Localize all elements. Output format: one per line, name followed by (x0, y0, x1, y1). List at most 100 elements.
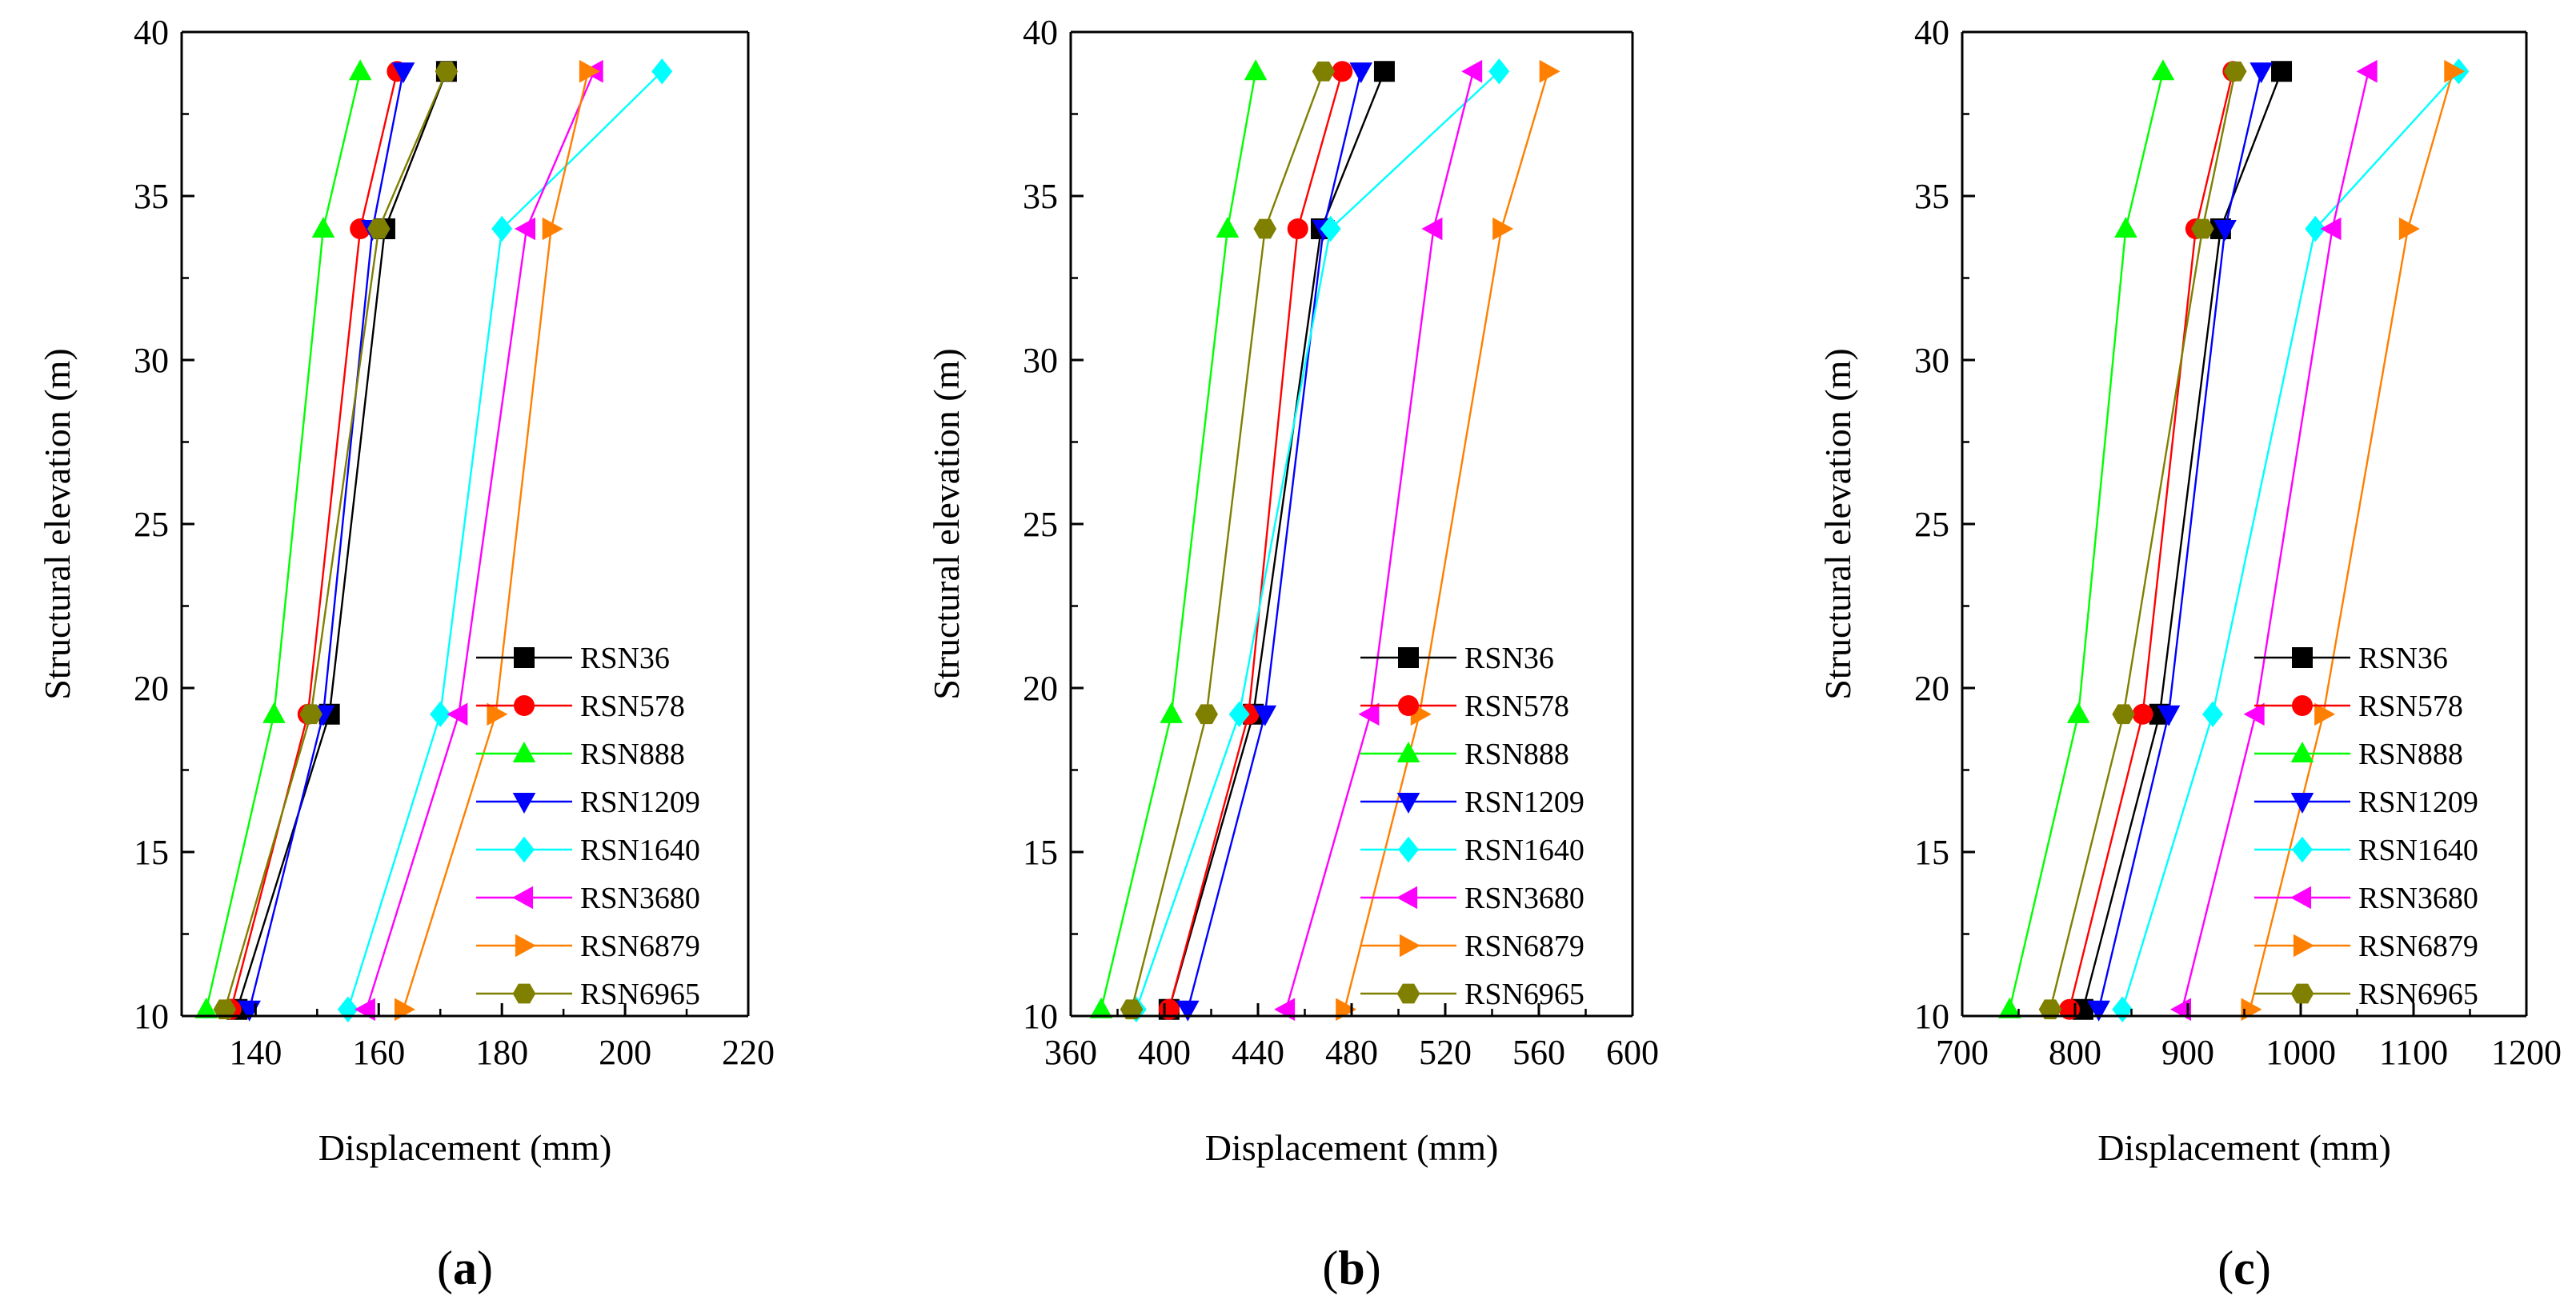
data-point-RSN3680-0 (1274, 998, 1296, 1022)
panel-label: (c) (2217, 1242, 2271, 1294)
legend-label: RSN3680 (1464, 882, 1584, 915)
data-point-RSN1209-0 (1176, 1000, 1200, 1022)
legend-item-RSN1640: RSN1640 (1360, 834, 1584, 867)
data-point-RSN6965-1 (299, 704, 323, 725)
data-point-RSN1640-2 (1320, 215, 1341, 242)
data-point-RSN3680-0 (354, 998, 375, 1022)
legend-item-RSN6965: RSN6965 (476, 978, 700, 1011)
y-tick-label: 15 (134, 833, 169, 872)
legend-marker (1396, 792, 1420, 814)
legend-item-RSN1209: RSN1209 (476, 786, 700, 819)
legend-item-RSN888: RSN888 (2254, 738, 2463, 771)
data-point-RSN6965-0 (213, 999, 237, 1020)
series-line-RSN578 (230, 70, 399, 1010)
data-point-RSN6879-2 (2398, 217, 2420, 241)
legend-label: RSN578 (580, 690, 685, 723)
data-point-RSN6965-3 (2223, 61, 2247, 82)
series-RSN1209 (2087, 62, 2273, 1022)
series-RSN888 (1089, 59, 1268, 1018)
x-tick-label: 400 (1138, 1033, 1191, 1072)
series-RSN6879 (2241, 59, 2466, 1022)
y-tick-label: 40 (134, 13, 169, 52)
series-line-RSN1209 (248, 70, 405, 1010)
y-tick-label: 30 (134, 341, 169, 380)
series-RSN6965 (1120, 61, 1336, 1020)
legend-marker (1398, 836, 1419, 863)
y-tick-label: 20 (134, 669, 169, 708)
series-RSN6965 (2038, 61, 2247, 1020)
series-line-RSN36 (236, 70, 448, 1010)
data-point-RSN6879-1 (2314, 702, 2336, 726)
legend-label: RSN6879 (2358, 930, 2478, 963)
data-point-RSN1640-0 (2112, 996, 2133, 1023)
x-tick-label: 160 (352, 1033, 405, 1072)
data-point-RSN1209-1 (2157, 705, 2181, 726)
x-axis-title: Displacement (mm) (2097, 1127, 2391, 1168)
x-tick-label: 900 (2161, 1033, 2214, 1072)
legend-label: RSN1209 (1464, 786, 1584, 819)
legend-marker (2292, 647, 2313, 668)
series-line-RSN6879 (402, 70, 590, 1010)
series-RSN6965 (213, 61, 459, 1020)
data-point-RSN1209-2 (2213, 219, 2237, 241)
data-point-RSN1640-1 (1228, 701, 1250, 728)
data-point-RSN888-2 (311, 217, 335, 238)
data-point-RSN3680-3 (1461, 59, 1483, 83)
legend-item-RSN3680: RSN3680 (2254, 882, 2478, 915)
x-axis-title: Displacement (mm) (318, 1127, 612, 1168)
series-line-RSN3680 (1284, 70, 1475, 1010)
legend-marker (2292, 695, 2313, 716)
legend-marker (2290, 983, 2314, 1004)
data-point-RSN888-3 (2151, 59, 2175, 81)
legend-label: RSN3680 (2358, 882, 2478, 915)
y-tick-label: 35 (1914, 177, 1949, 216)
series-RSN888 (194, 59, 372, 1018)
legend-marker (514, 647, 535, 668)
series-line-RSN6879 (2249, 70, 2454, 1010)
x-tick-label: 1200 (2491, 1033, 2562, 1072)
data-point-RSN888-2 (1216, 217, 1240, 238)
series-line-RSN888 (1100, 70, 1257, 1010)
data-point-RSN6965-3 (435, 61, 459, 82)
panel-label: (b) (1322, 1242, 1380, 1294)
data-point-RSN1209-0 (2087, 1000, 2110, 1022)
y-tick-label: 30 (1914, 341, 1949, 380)
series-line-RSN1640 (2121, 70, 2460, 1010)
legend-item-RSN6879: RSN6879 (476, 930, 700, 963)
data-point-RSN6879-2 (542, 217, 563, 241)
data-point-RSN888-0 (1997, 997, 2021, 1018)
data-point-RSN3680-1 (447, 702, 468, 726)
x-tick-label: 1000 (2266, 1033, 2336, 1072)
legend-marker (2293, 934, 2314, 958)
y-tick-label: 10 (1023, 997, 1058, 1036)
x-tick-label: 360 (1044, 1033, 1097, 1072)
data-point-RSN1640-2 (2305, 215, 2326, 242)
legend-marker (512, 792, 536, 814)
y-tick-label: 20 (1914, 669, 1949, 708)
legend-label: RSN6879 (580, 930, 700, 963)
legend-label: RSN36 (580, 642, 670, 675)
legend-item-RSN3680: RSN3680 (476, 882, 700, 915)
y-axis-title: Structural elevation (m) (37, 348, 78, 699)
data-point-RSN1640-3 (1488, 58, 1510, 85)
series-line-RSN888 (205, 70, 362, 1010)
series-RSN3680 (354, 59, 603, 1022)
legend-marker (1396, 886, 1418, 910)
legend-label: RSN1640 (2358, 834, 2478, 867)
legend-marker (514, 836, 535, 863)
legend-item-RSN578: RSN578 (2254, 690, 2463, 723)
data-point-RSN888-0 (194, 997, 218, 1018)
y-tick-label: 35 (134, 177, 169, 216)
data-point-RSN1209-3 (1349, 62, 1372, 84)
x-tick-label: 200 (599, 1033, 651, 1072)
y-tick-label: 15 (1914, 833, 1949, 872)
x-tick-label: 700 (1936, 1033, 1989, 1072)
data-point-RSN6965-2 (367, 218, 391, 239)
data-point-RSN578-3 (1332, 61, 1353, 82)
series-RSN888 (1997, 59, 2175, 1018)
x-tick-label: 520 (1419, 1033, 1472, 1072)
data-point-RSN888-0 (1089, 997, 1113, 1018)
series-RSN6879 (394, 59, 600, 1022)
data-point-RSN6879-3 (2444, 59, 2466, 83)
legend-item-RSN36: RSN36 (2254, 642, 2448, 675)
